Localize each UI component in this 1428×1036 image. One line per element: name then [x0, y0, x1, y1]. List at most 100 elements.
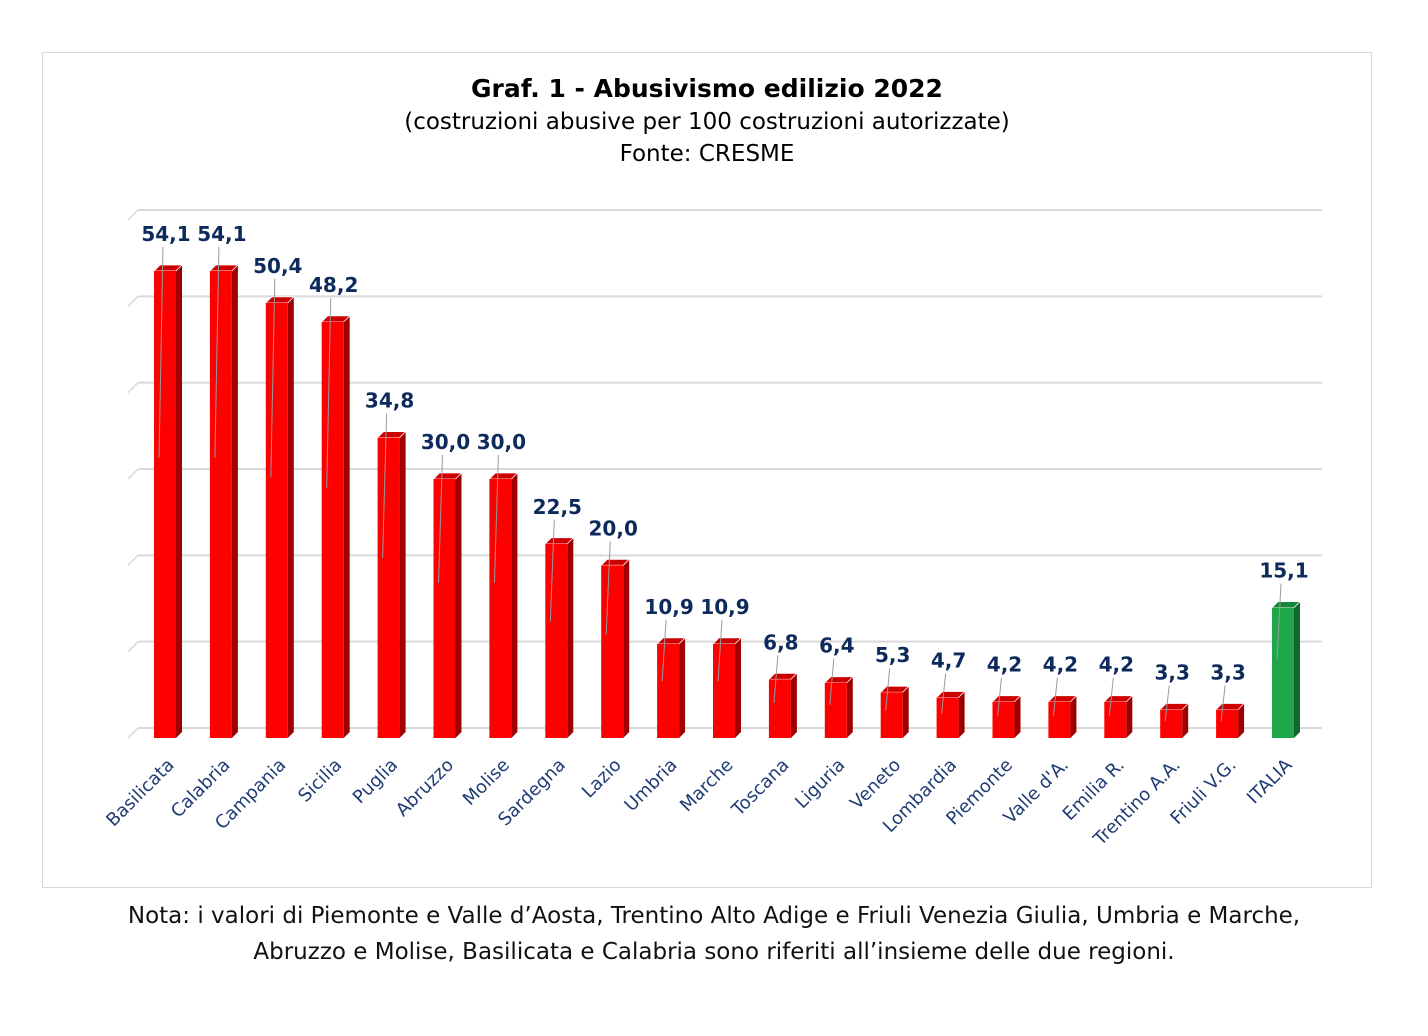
bar-side — [623, 559, 630, 738]
gridline-side — [127, 727, 139, 739]
bar-side — [1238, 703, 1245, 738]
bar-front — [880, 692, 903, 738]
data-labels: 54,1 54,1 50,4 48,2 34,8 30,0 30,0 22,5 20,0 10,9… — [141, 222, 1309, 721]
bars — [153, 264, 1301, 738]
label-leader — [1164, 685, 1170, 721]
chart-subtitle: (costruzioni abusive per 100 costruzioni… — [404, 109, 1010, 135]
label-leader — [158, 246, 164, 458]
bar-front — [992, 701, 1015, 738]
bar-16 — [991, 695, 1022, 738]
bar-front — [489, 479, 512, 738]
category-label: Lazio — [578, 755, 626, 803]
bar-front — [1048, 701, 1071, 738]
category-label: Abruzzo — [392, 755, 458, 821]
label-leader — [997, 677, 1002, 717]
data-label: 5,3 — [875, 643, 910, 667]
bar-1 — [153, 264, 183, 738]
data-label: 3,3 — [1154, 661, 1189, 685]
bar-side — [958, 691, 965, 738]
bar-side — [399, 431, 406, 738]
label-leader — [493, 454, 499, 583]
data-label: 54,1 — [141, 222, 190, 246]
footnote: Nota: i valori di Piemonte e Valle d’Aos… — [0, 898, 1428, 970]
bar-side — [231, 264, 238, 738]
data-label: 30,0 — [421, 430, 470, 454]
bar-front — [768, 679, 791, 738]
label-leader — [1276, 583, 1282, 660]
data-label: 48,2 — [309, 273, 358, 297]
bar-side — [1126, 695, 1133, 738]
bar-14 — [879, 685, 910, 738]
bar-front — [824, 682, 847, 738]
category-label: Sicilia — [294, 755, 346, 807]
label-leader — [214, 246, 220, 458]
data-label: 20,0 — [589, 516, 638, 540]
data-label: 15,1 — [1259, 559, 1308, 583]
bar-front — [433, 479, 456, 738]
bar-21 — [1271, 601, 1301, 738]
data-label: 4,2 — [1099, 653, 1134, 677]
data-label: 6,4 — [819, 634, 854, 658]
data-label: 4,7 — [931, 648, 966, 672]
chart-title: Graf. 1 - Abusivismo edilizio 2022 — [471, 74, 943, 103]
chart-source: Fonte: CRESME — [619, 141, 795, 167]
bar-side — [1014, 695, 1021, 738]
label-leader — [549, 519, 555, 622]
data-label: 10,9 — [644, 595, 693, 619]
label-leader — [941, 673, 947, 714]
data-label: 4,2 — [987, 653, 1022, 677]
data-label: 50,4 — [253, 254, 302, 278]
footnote-line-2: Abruzzo e Molise, Basilicata e Calabria … — [253, 939, 1175, 965]
bar-front — [209, 270, 232, 738]
bar-side — [846, 676, 853, 738]
gridline-side — [127, 209, 139, 221]
label-leader — [326, 297, 332, 489]
bar-side — [790, 673, 797, 738]
bar-front — [1272, 607, 1294, 738]
label-leader — [1220, 685, 1226, 721]
bar-7 — [488, 472, 519, 738]
category-label: Umbria — [620, 755, 681, 816]
bar-front — [265, 302, 288, 738]
bar-11 — [712, 637, 742, 738]
label-leader — [885, 668, 891, 711]
gridline-side — [127, 382, 139, 394]
bar-front — [1216, 709, 1239, 738]
bar-side — [455, 473, 462, 738]
bar-8 — [544, 537, 575, 738]
data-label: 3,3 — [1210, 661, 1245, 685]
data-label: 6,8 — [763, 630, 798, 654]
bar-front — [713, 643, 735, 738]
bar-side — [567, 537, 574, 738]
bar-2 — [208, 264, 239, 738]
bar-12 — [767, 672, 798, 738]
bar-side — [1182, 703, 1189, 738]
data-label: 4,2 — [1043, 653, 1078, 677]
bar-4 — [320, 315, 351, 738]
gridline-side — [127, 641, 139, 653]
gridline-side — [127, 295, 139, 307]
bar-front — [1104, 701, 1127, 738]
chart-header: Graf. 1 - Abusivismo edilizio 2022 (cost… — [42, 72, 1372, 170]
bar-front — [545, 543, 568, 738]
bar-side — [176, 264, 182, 738]
bar-5 — [376, 431, 407, 738]
gridline-side — [127, 554, 139, 566]
label-leader — [829, 658, 835, 705]
bar-17 — [1047, 695, 1078, 738]
label-leader — [1052, 677, 1058, 717]
label-leader — [717, 619, 723, 682]
bar-3 — [264, 296, 295, 738]
bar-6 — [432, 472, 463, 738]
data-label: 34,8 — [365, 389, 414, 413]
label-leader — [1108, 677, 1114, 717]
bar-18 — [1103, 695, 1134, 738]
bar-20 — [1215, 703, 1246, 738]
label-leader — [438, 454, 443, 583]
data-label: 22,5 — [533, 495, 582, 519]
label-leader — [661, 619, 667, 682]
bar-10 — [656, 637, 687, 738]
category-label: Molise — [459, 755, 514, 810]
